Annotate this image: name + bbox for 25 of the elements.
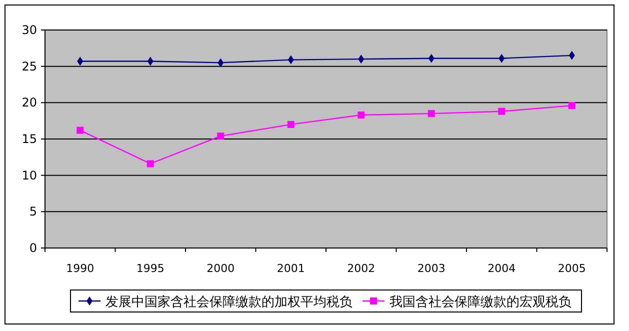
- point: [498, 108, 506, 115]
- point: [146, 160, 154, 168]
- y-tick-label: 20: [22, 96, 37, 110]
- x-tick-label: 1995: [136, 262, 164, 275]
- point: [358, 112, 365, 119]
- legend-label: 我国含社会保障缴款的宏观税负: [390, 294, 572, 310]
- y-tick-label: 10: [22, 168, 37, 182]
- x-tick-label: 2004: [488, 262, 516, 275]
- y-tick-label: 25: [22, 59, 37, 74]
- x-tick-label: 2001: [276, 262, 305, 275]
- point: [217, 132, 224, 140]
- x-tick-label: 1990: [66, 262, 94, 275]
- x-tick-label: 2000: [206, 262, 235, 275]
- y-tick-label: 5: [29, 204, 37, 219]
- legend-label: 发展中国家含社会保障缴款的加权平均税负: [106, 294, 352, 310]
- x-tick-label: 2005: [558, 262, 586, 275]
- point: [287, 120, 294, 128]
- x-tick-label: 2002: [347, 262, 376, 275]
- y-tick-label: 30: [22, 23, 37, 37]
- point: [76, 126, 84, 134]
- point: [428, 110, 435, 118]
- y-tick-label: 0: [29, 241, 37, 255]
- point: [568, 102, 576, 110]
- x-tick-label: 2003: [417, 262, 446, 275]
- y-tick-label: 15: [22, 132, 37, 146]
